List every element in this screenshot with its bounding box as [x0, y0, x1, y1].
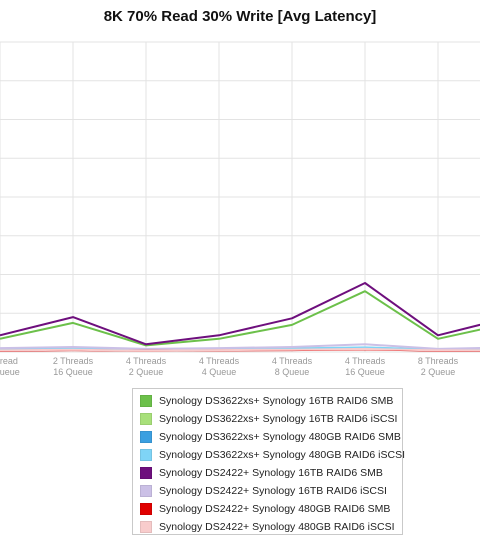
- legend-swatch: [140, 395, 152, 407]
- legend-label: Synology DS2422+ Synology 480GB RAID6 iS…: [159, 521, 395, 533]
- legend-label: Synology DS2422+ Synology 16TB RAID6 SMB: [159, 467, 383, 479]
- legend-label: Synology DS2422+ Synology 480GB RAID6 SM…: [159, 503, 391, 515]
- legend-swatch: [140, 413, 152, 425]
- legend-swatch: [140, 503, 152, 515]
- chart-title: 8K 70% Read 30% Write [Avg Latency]: [103, 8, 377, 25]
- legend-swatch: [140, 431, 152, 443]
- x-tick-label: 4 Queue: [202, 367, 237, 377]
- legend-item[interactable]: Synology DS3622xs+ Synology 16TB RAID6 i…: [140, 410, 402, 428]
- legend-item[interactable]: Synology DS2422+ Synology 480GB RAID6 iS…: [140, 518, 402, 536]
- legend-label: Synology DS2422+ Synology 16TB RAID6 iSC…: [159, 485, 387, 497]
- x-tick-label: 16 Queue: [345, 367, 385, 377]
- legend-label: Synology DS3622xs+ Synology 480GB RAID6 …: [159, 449, 406, 461]
- chart-legend: Synology DS3622xs+ Synology 16TB RAID6 S…: [132, 388, 406, 536]
- x-tick-label: 16 Queue: [0, 367, 20, 377]
- legend-label: Synology DS3622xs+ Synology 480GB RAID6 …: [159, 431, 401, 443]
- legend-item[interactable]: Synology DS3622xs+ Synology 480GB RAID6 …: [140, 446, 406, 464]
- legend-swatch: [140, 449, 152, 461]
- gridlines: [0, 41, 480, 353]
- series-line-1: [0, 290, 480, 347]
- legend-item[interactable]: Synology DS2422+ Synology 16TB RAID6 iSC…: [140, 482, 402, 500]
- x-tick-label: 2 Queue: [129, 367, 164, 377]
- x-tick-label: 4 Threads: [272, 356, 313, 366]
- legend-item[interactable]: Synology DS2422+ Synology 480GB RAID6 SM…: [140, 500, 402, 518]
- series-lines: [0, 282, 480, 352]
- x-tick-label: 2 Threads: [53, 356, 94, 366]
- legend-swatch: [140, 521, 152, 533]
- legend-swatch: [140, 467, 152, 479]
- x-tick-label: 4 Threads: [199, 356, 240, 366]
- x-tick-label: 16 Queue: [53, 367, 93, 377]
- series-line-5: [0, 282, 480, 346]
- series-line-6: [0, 343, 480, 350]
- legend-item[interactable]: Synology DS3622xs+ Synology 16TB RAID6 S…: [140, 392, 402, 410]
- legend-swatch: [140, 485, 152, 497]
- x-tick-label: 4 Threads: [345, 356, 386, 366]
- series-line-8: [0, 347, 480, 352]
- legend-label: Synology DS3622xs+ Synology 16TB RAID6 i…: [159, 413, 398, 425]
- x-tick-label: 8 Threads: [418, 356, 459, 366]
- x-tick-label: 1 Thread: [0, 356, 18, 366]
- legend-item[interactable]: Synology DS3622xs+ Synology 480GB RAID6 …: [140, 428, 402, 446]
- legend-item[interactable]: Synology DS2422+ Synology 16TB RAID6 SMB: [140, 464, 402, 482]
- x-tick-label: 8 Queue: [275, 367, 310, 377]
- legend-label: Synology DS3622xs+ Synology 16TB RAID6 S…: [159, 395, 394, 407]
- x-tick-label: 4 Threads: [126, 356, 167, 366]
- x-tick-label: 2 Queue: [421, 367, 456, 377]
